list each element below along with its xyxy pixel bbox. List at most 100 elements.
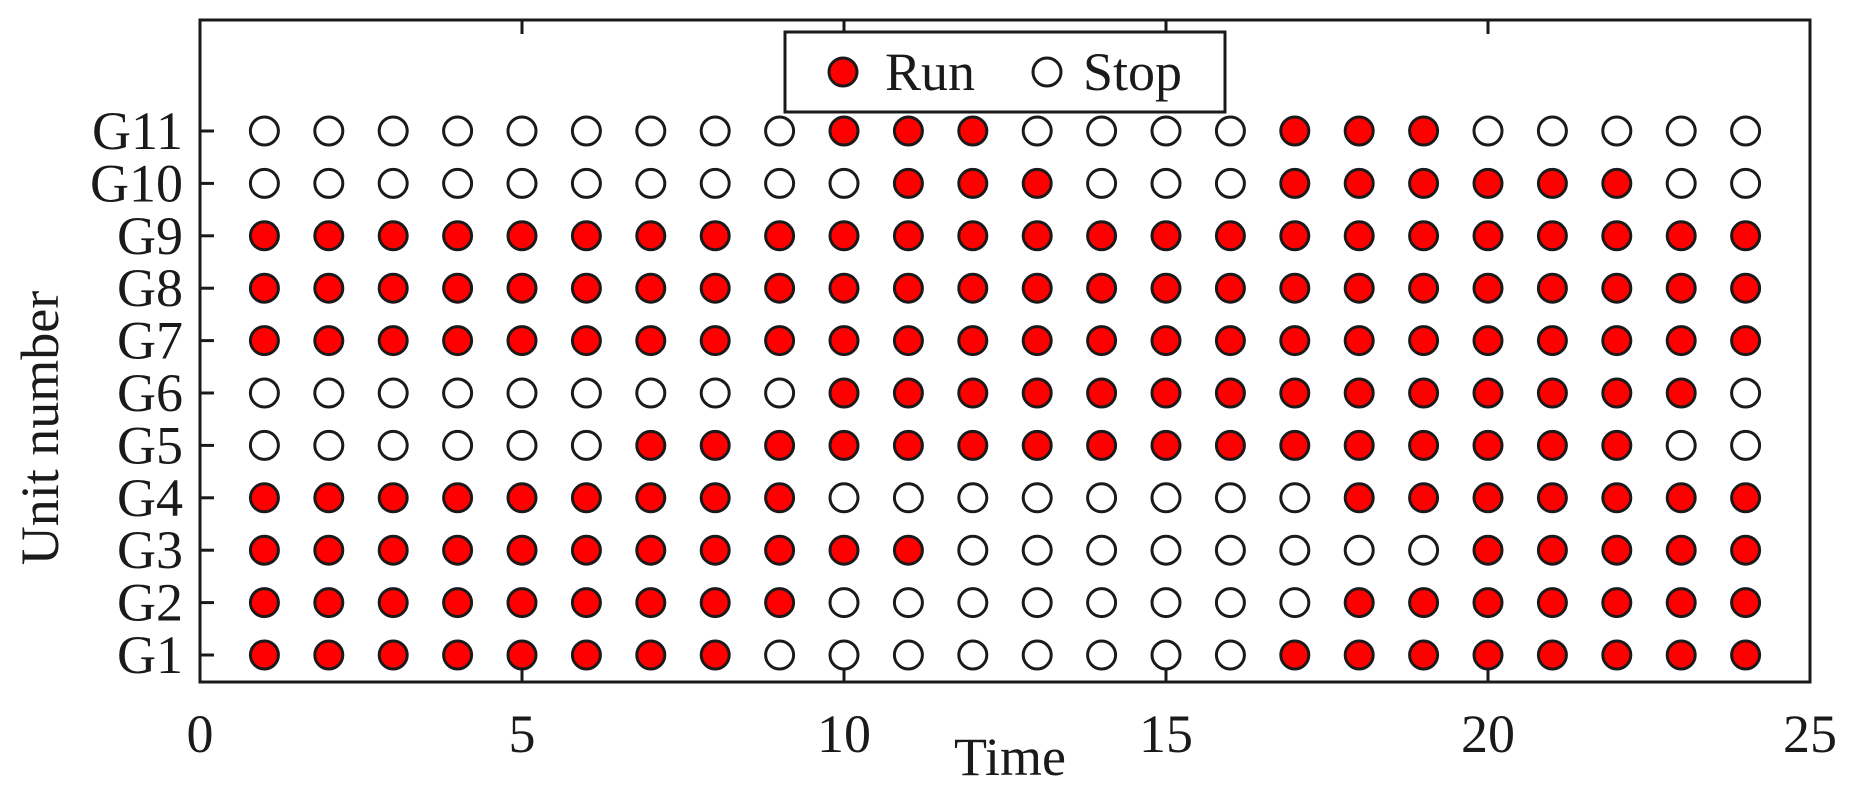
run-point — [1536, 587, 1568, 619]
y-tick-label: G11 — [92, 101, 183, 161]
stop-point — [248, 377, 280, 409]
run-point — [248, 325, 280, 357]
run-point — [828, 272, 860, 304]
run-point — [1279, 220, 1311, 252]
stop-point — [1150, 115, 1182, 147]
stop-point — [1214, 534, 1246, 566]
stop-point — [1150, 639, 1182, 671]
stop-point — [1086, 639, 1118, 671]
run-point — [1408, 220, 1440, 252]
stop-point — [1214, 482, 1246, 514]
stop-point — [313, 115, 345, 147]
run-point — [248, 272, 280, 304]
stop-point — [1021, 587, 1053, 619]
data-points — [248, 115, 1762, 671]
run-point — [1021, 167, 1053, 199]
run-point — [442, 534, 474, 566]
stop-point — [442, 377, 474, 409]
run-point — [313, 587, 345, 619]
stop-point — [764, 167, 796, 199]
stop-point — [1086, 534, 1118, 566]
run-point — [1214, 272, 1246, 304]
x-tick-label: 10 — [817, 704, 871, 764]
run-point — [1730, 482, 1762, 514]
run-point — [957, 377, 989, 409]
run-point — [892, 377, 924, 409]
run-point — [1730, 639, 1762, 671]
run-point — [1472, 482, 1504, 514]
stop-point — [828, 482, 860, 514]
legend-stop-marker — [1031, 56, 1063, 88]
run-point — [1730, 272, 1762, 304]
stop-point — [957, 639, 989, 671]
run-point — [377, 639, 409, 671]
run-point — [1408, 587, 1440, 619]
stop-point — [506, 167, 538, 199]
y-tick-label: G1 — [117, 625, 183, 685]
run-point — [764, 272, 796, 304]
run-point — [699, 482, 731, 514]
run-point — [1472, 534, 1504, 566]
stop-point — [1665, 115, 1697, 147]
y-axis-label: Unit number — [10, 291, 70, 565]
run-point — [313, 272, 345, 304]
run-point — [1536, 272, 1568, 304]
run-point — [313, 482, 345, 514]
stop-point — [699, 115, 731, 147]
run-point — [1665, 325, 1697, 357]
run-point — [506, 482, 538, 514]
stop-point — [1214, 167, 1246, 199]
run-point — [1665, 220, 1697, 252]
run-point — [764, 534, 796, 566]
run-point — [828, 115, 860, 147]
x-tick-label: 25 — [1783, 704, 1837, 764]
stop-point — [892, 639, 924, 671]
run-point — [1150, 272, 1182, 304]
run-point — [570, 639, 602, 671]
legend-run-marker — [827, 56, 859, 88]
run-point — [1408, 272, 1440, 304]
run-point — [699, 534, 731, 566]
stop-point — [1730, 429, 1762, 461]
run-point — [892, 429, 924, 461]
run-point — [1086, 325, 1118, 357]
run-point — [1665, 639, 1697, 671]
run-point — [570, 534, 602, 566]
run-point — [1472, 639, 1504, 671]
y-tick-label: G8 — [117, 258, 183, 318]
run-point — [1472, 272, 1504, 304]
legend-stop-label: Stop — [1083, 42, 1182, 102]
run-point — [1343, 167, 1375, 199]
run-point — [377, 272, 409, 304]
stop-point — [313, 167, 345, 199]
stop-point — [248, 167, 280, 199]
stop-point — [1086, 115, 1118, 147]
plot-frame — [198, 18, 1812, 684]
run-point — [1343, 377, 1375, 409]
run-point — [506, 639, 538, 671]
run-point — [1665, 377, 1697, 409]
run-point — [1408, 325, 1440, 357]
stop-point — [442, 429, 474, 461]
run-point — [892, 272, 924, 304]
run-point — [1536, 482, 1568, 514]
run-point — [1665, 272, 1697, 304]
stop-point — [377, 429, 409, 461]
stop-point — [1279, 482, 1311, 514]
x-tick-label: 20 — [1461, 704, 1515, 764]
run-point — [1601, 325, 1633, 357]
run-point — [506, 587, 538, 619]
stop-point — [1665, 429, 1697, 461]
stop-point — [313, 429, 345, 461]
run-point — [1601, 377, 1633, 409]
run-point — [377, 587, 409, 619]
run-point — [1601, 534, 1633, 566]
x-tick-label: 0 — [187, 704, 214, 764]
run-point — [1665, 534, 1697, 566]
run-point — [1601, 587, 1633, 619]
run-point — [1279, 639, 1311, 671]
run-point — [1343, 325, 1375, 357]
run-point — [1343, 220, 1375, 252]
run-point — [1021, 272, 1053, 304]
